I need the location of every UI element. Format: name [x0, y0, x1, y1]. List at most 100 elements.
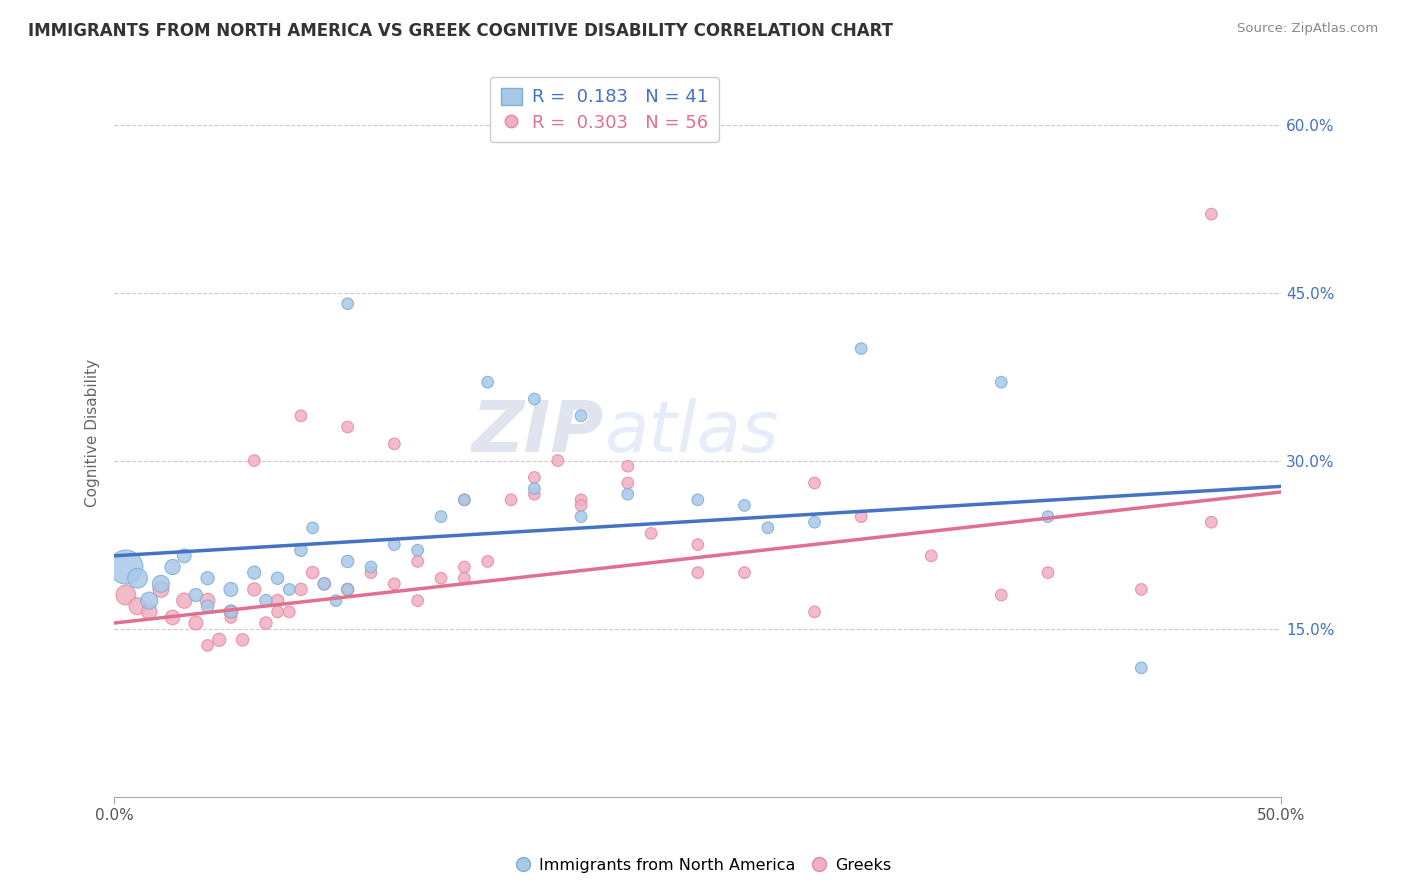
Point	[523, 392, 546, 406]
Point	[990, 375, 1012, 389]
Point	[197, 571, 219, 585]
Point	[990, 588, 1012, 602]
Point	[499, 492, 522, 507]
Point	[453, 560, 475, 574]
Point	[1201, 515, 1223, 529]
Point	[686, 538, 709, 552]
Point	[266, 571, 288, 585]
Point	[162, 610, 184, 624]
Point	[430, 509, 453, 524]
Point	[569, 409, 592, 423]
Point	[325, 593, 347, 607]
Point	[1036, 566, 1059, 580]
Point	[406, 593, 429, 607]
Point	[920, 549, 942, 563]
Point	[162, 560, 184, 574]
Point	[115, 560, 138, 574]
Point	[569, 509, 592, 524]
Point	[115, 588, 138, 602]
Point	[616, 487, 638, 501]
Point	[453, 571, 475, 585]
Point	[197, 593, 219, 607]
Point	[266, 605, 288, 619]
Point	[219, 605, 242, 619]
Point	[138, 593, 160, 607]
Point	[127, 599, 149, 614]
Point	[184, 615, 207, 630]
Text: ZIP: ZIP	[472, 398, 605, 467]
Point	[547, 453, 569, 467]
Point	[301, 521, 323, 535]
Text: IMMIGRANTS FROM NORTH AMERICA VS GREEK COGNITIVE DISABILITY CORRELATION CHART: IMMIGRANTS FROM NORTH AMERICA VS GREEK C…	[28, 22, 893, 40]
Point	[1130, 661, 1153, 675]
Point	[406, 554, 429, 568]
Point	[208, 632, 231, 647]
Point	[803, 605, 825, 619]
Legend: Immigrants from North America, Greeks: Immigrants from North America, Greeks	[509, 851, 897, 880]
Point	[290, 409, 312, 423]
Point	[523, 482, 546, 496]
Point	[149, 582, 172, 597]
Point	[453, 492, 475, 507]
Legend: R =  0.183   N = 41, R =  0.303   N = 56: R = 0.183 N = 41, R = 0.303 N = 56	[491, 78, 718, 143]
Point	[336, 297, 359, 311]
Point	[523, 487, 546, 501]
Point	[477, 375, 499, 389]
Point	[803, 515, 825, 529]
Point	[453, 492, 475, 507]
Point	[406, 543, 429, 558]
Point	[569, 499, 592, 513]
Point	[734, 566, 756, 580]
Point	[219, 605, 242, 619]
Point	[243, 453, 266, 467]
Point	[149, 577, 172, 591]
Point	[569, 492, 592, 507]
Point	[254, 615, 277, 630]
Point	[382, 437, 405, 451]
Point	[523, 470, 546, 484]
Point	[1130, 582, 1153, 597]
Point	[336, 554, 359, 568]
Point	[243, 582, 266, 597]
Point	[173, 549, 195, 563]
Point	[336, 420, 359, 434]
Point	[173, 593, 195, 607]
Y-axis label: Cognitive Disability: Cognitive Disability	[86, 359, 100, 507]
Point	[278, 582, 301, 597]
Point	[686, 492, 709, 507]
Point	[219, 582, 242, 597]
Point	[197, 639, 219, 653]
Point	[127, 571, 149, 585]
Point	[851, 342, 873, 356]
Text: Source: ZipAtlas.com: Source: ZipAtlas.com	[1237, 22, 1378, 36]
Point	[184, 588, 207, 602]
Point	[314, 577, 336, 591]
Point	[290, 543, 312, 558]
Point	[477, 554, 499, 568]
Point	[360, 560, 382, 574]
Point	[336, 582, 359, 597]
Point	[197, 599, 219, 614]
Point	[254, 593, 277, 607]
Point	[301, 566, 323, 580]
Point	[616, 459, 638, 474]
Point	[360, 566, 382, 580]
Point	[290, 582, 312, 597]
Point	[616, 475, 638, 490]
Point	[382, 538, 405, 552]
Point	[756, 521, 779, 535]
Point	[640, 526, 662, 541]
Point	[232, 632, 254, 647]
Point	[734, 499, 756, 513]
Point	[686, 566, 709, 580]
Point	[1201, 207, 1223, 221]
Point	[851, 509, 873, 524]
Point	[266, 593, 288, 607]
Point	[278, 605, 301, 619]
Point	[803, 475, 825, 490]
Point	[382, 577, 405, 591]
Point	[138, 605, 160, 619]
Point	[314, 577, 336, 591]
Point	[1036, 509, 1059, 524]
Point	[219, 610, 242, 624]
